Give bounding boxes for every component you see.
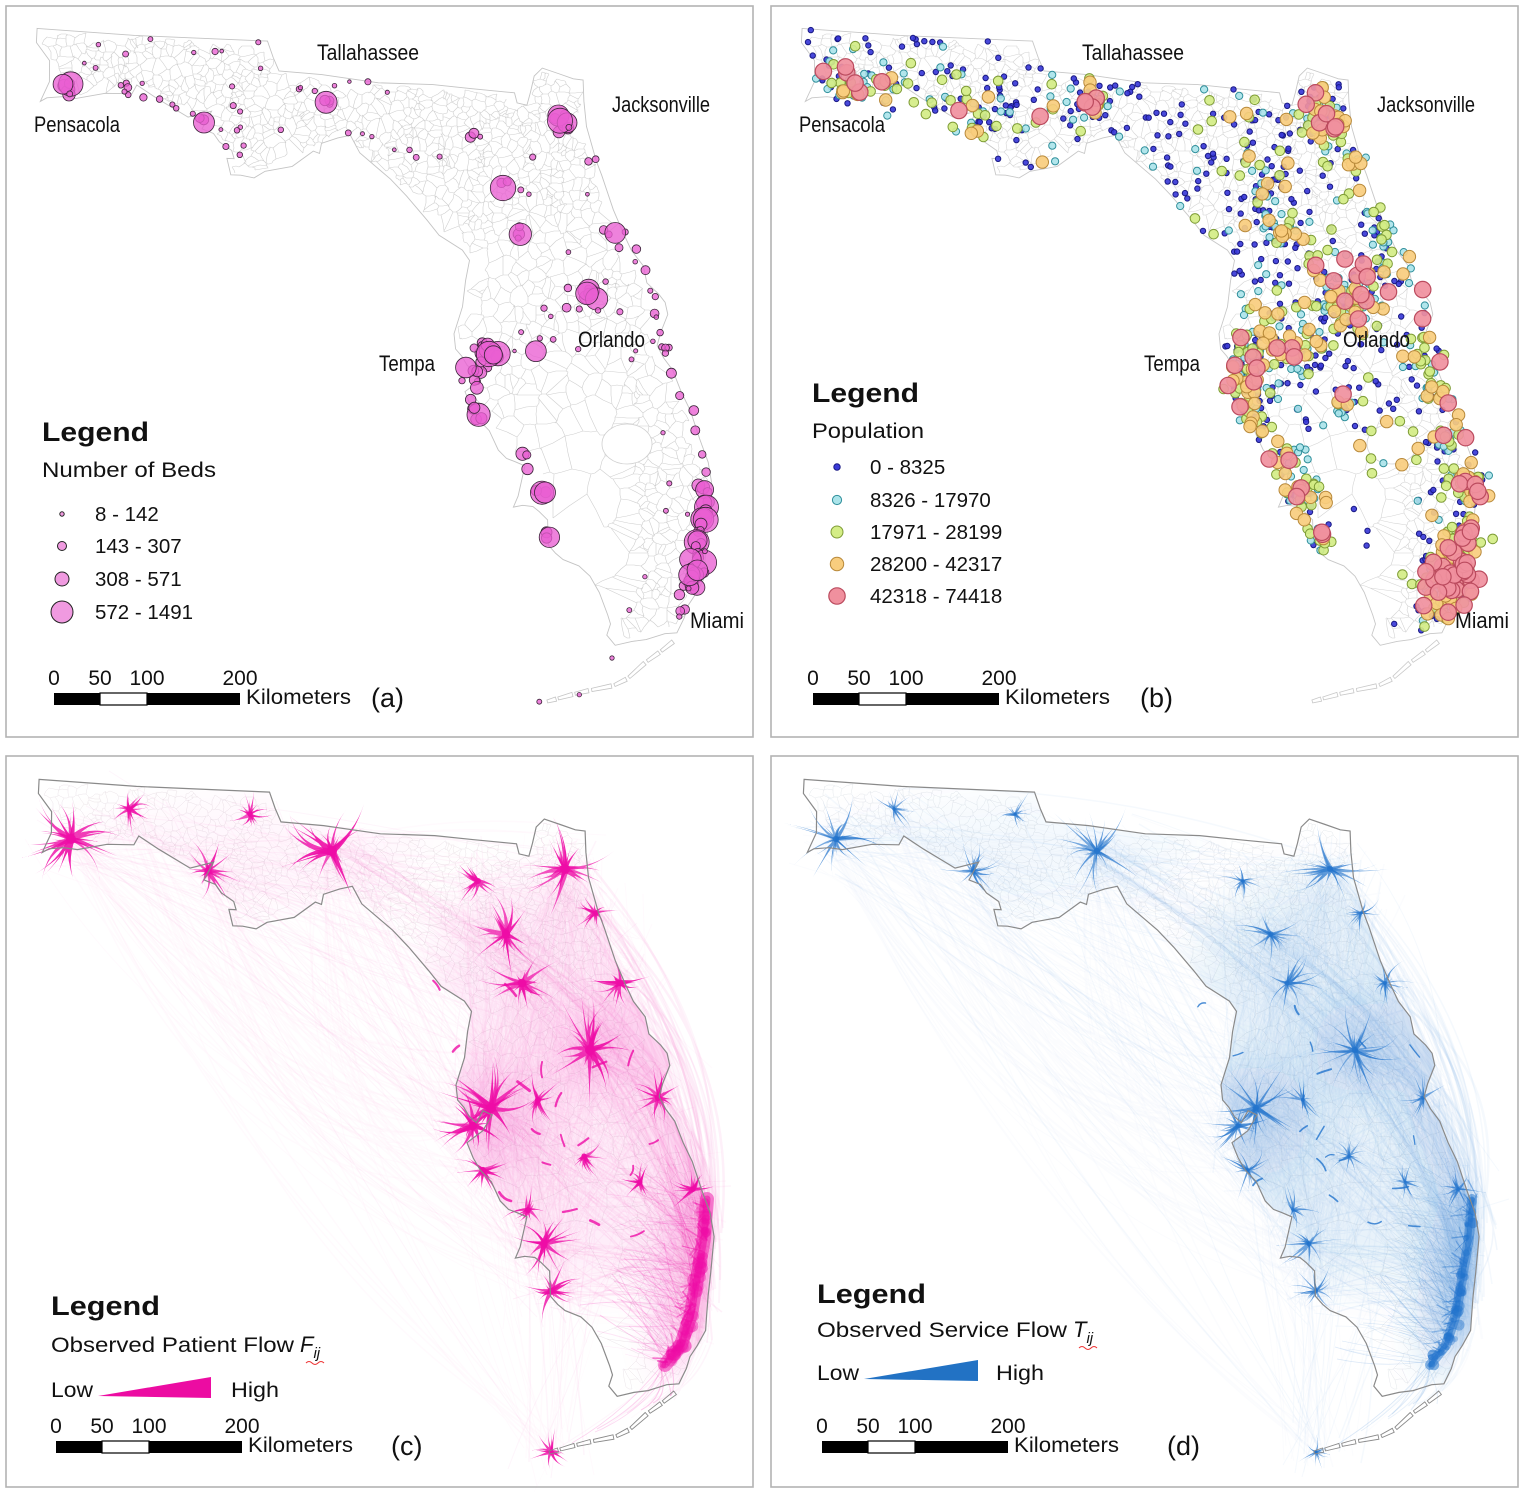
svg-text:17971 - 28199: 17971 - 28199: [870, 521, 1002, 544]
svg-text:Kilometers: Kilometers: [246, 685, 351, 709]
svg-text:28200 - 42317: 28200 - 42317: [870, 553, 1002, 576]
svg-text:Legend: Legend: [812, 378, 919, 408]
svg-text:8 - 142: 8 - 142: [95, 503, 159, 526]
svg-text:50: 50: [88, 667, 111, 690]
svg-text:200: 200: [224, 1415, 259, 1438]
svg-text:572 - 1491: 572 - 1491: [95, 601, 193, 624]
svg-text:100: 100: [888, 667, 923, 690]
svg-text:Legend: Legend: [817, 1279, 926, 1309]
svg-text:Jacksonville: Jacksonville: [612, 92, 710, 117]
svg-text:200: 200: [990, 1415, 1025, 1438]
svg-text:High: High: [231, 1378, 279, 1402]
svg-text:Kilometers: Kilometers: [248, 1433, 353, 1457]
svg-text:Pensacola: Pensacola: [34, 112, 121, 137]
svg-text:(d): (d): [1167, 1431, 1200, 1461]
svg-text:Jacksonville: Jacksonville: [1377, 92, 1475, 117]
svg-text:8326 - 17970: 8326 - 17970: [870, 489, 991, 512]
svg-text:200: 200: [222, 667, 257, 690]
svg-text:200: 200: [981, 667, 1016, 690]
svg-text:0: 0: [48, 667, 60, 690]
svg-text:(c): (c): [391, 1431, 422, 1461]
svg-text:100: 100: [897, 1415, 932, 1438]
svg-text:50: 50: [90, 1415, 113, 1438]
svg-text:Number of Beds: Number of Beds: [42, 459, 216, 482]
svg-text:100: 100: [131, 1415, 166, 1438]
svg-text:Tempa: Tempa: [379, 351, 436, 376]
svg-text:Tallahassee: Tallahassee: [317, 40, 419, 65]
svg-text:Low: Low: [51, 1378, 93, 1402]
svg-text:Pensacola: Pensacola: [799, 112, 886, 137]
svg-text:0: 0: [50, 1415, 62, 1438]
svg-text:Orlando: Orlando: [1343, 327, 1410, 352]
svg-text:Legend: Legend: [42, 417, 149, 447]
svg-text:Legend: Legend: [51, 1291, 160, 1321]
svg-text:100: 100: [129, 667, 164, 690]
svg-text:Miami: Miami: [1455, 608, 1509, 633]
svg-text:308 - 571: 308 - 571: [95, 568, 182, 591]
svg-text:Kilometers: Kilometers: [1005, 685, 1110, 709]
svg-text:High: High: [996, 1361, 1044, 1385]
svg-text:(b): (b): [1140, 683, 1173, 713]
svg-text:0: 0: [807, 667, 819, 690]
svg-text:Low: Low: [817, 1361, 859, 1385]
svg-text:0: 0: [816, 1415, 828, 1438]
svg-text:42318 - 74418: 42318 - 74418: [870, 585, 1002, 608]
svg-text:50: 50: [847, 667, 870, 690]
svg-text:Orlando: Orlando: [578, 327, 645, 352]
svg-text:Tempa: Tempa: [1144, 351, 1201, 376]
svg-text:Miami: Miami: [690, 608, 744, 633]
svg-text:Kilometers: Kilometers: [1014, 1433, 1119, 1457]
svg-text:143 - 307: 143 - 307: [95, 535, 182, 558]
svg-text:(a): (a): [371, 683, 404, 713]
svg-text:0 - 8325: 0 - 8325: [870, 456, 945, 479]
svg-text:50: 50: [856, 1415, 879, 1438]
svg-text:Population: Population: [812, 420, 924, 443]
svg-text:Observed Service Flow: Observed Service Flow: [817, 1318, 1068, 1342]
svg-text:Tallahassee: Tallahassee: [1082, 40, 1184, 65]
svg-text:Observed Patient Flow: Observed Patient Flow: [51, 1333, 295, 1357]
